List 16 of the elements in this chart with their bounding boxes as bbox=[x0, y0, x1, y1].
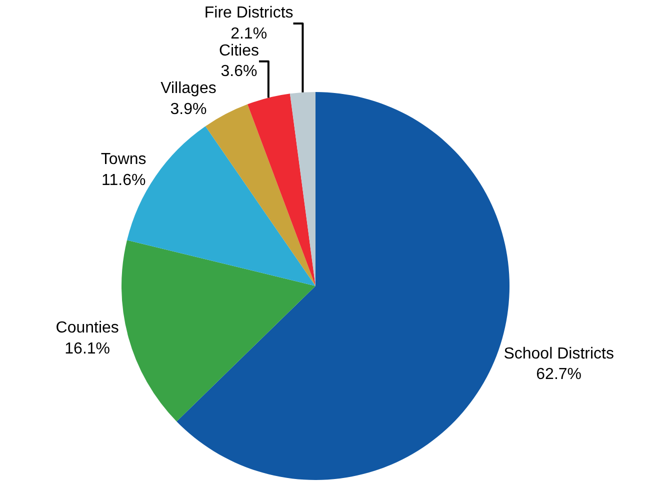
data-label: 3.6% bbox=[220, 63, 258, 80]
slice-label: School Districts bbox=[504, 345, 614, 362]
slice-label: Counties bbox=[56, 320, 119, 337]
pie-slice bbox=[205, 104, 316, 286]
slice-label: Towns bbox=[100, 150, 146, 168]
slice-label: Villages bbox=[160, 80, 216, 98]
data-label: 11.6% bbox=[102, 172, 146, 189]
data-label: 62.7% bbox=[536, 366, 582, 384]
slice-label: Cities bbox=[218, 42, 259, 60]
pie-slice bbox=[290, 92, 316, 286]
pie-slice bbox=[247, 94, 316, 286]
slice-label: Fire Districts bbox=[204, 4, 294, 22]
data-label: 3.9% bbox=[170, 101, 207, 118]
data-label: 2.1% bbox=[230, 25, 268, 42]
data-label: 16.1% bbox=[64, 340, 110, 358]
pie-slice bbox=[122, 240, 316, 422]
